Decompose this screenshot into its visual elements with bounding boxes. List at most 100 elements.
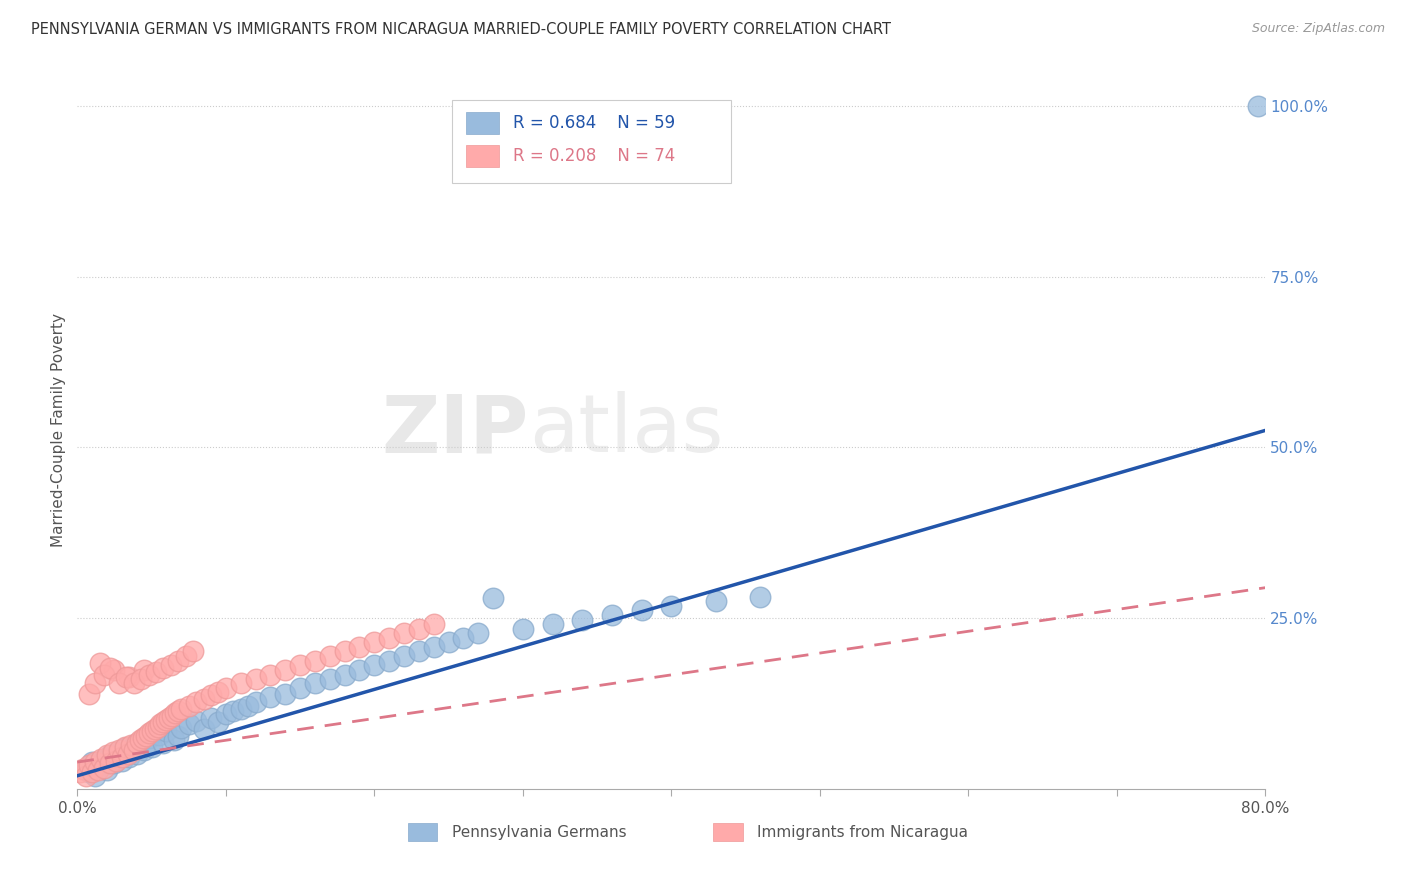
Point xyxy=(245,672,267,686)
Point xyxy=(167,704,190,718)
Point xyxy=(134,663,156,677)
Point xyxy=(155,713,177,727)
Point xyxy=(125,747,148,761)
FancyBboxPatch shape xyxy=(408,823,437,841)
Point xyxy=(103,756,125,771)
Point xyxy=(704,594,727,608)
Point xyxy=(114,739,136,754)
Point xyxy=(304,676,326,690)
Point xyxy=(200,710,222,724)
Point xyxy=(215,707,238,722)
Point xyxy=(84,769,107,783)
Point xyxy=(408,622,430,636)
Point xyxy=(236,698,259,713)
Point xyxy=(115,669,138,683)
Point xyxy=(111,749,134,764)
Point xyxy=(363,657,385,672)
Point xyxy=(145,665,167,679)
Point xyxy=(141,724,163,739)
Point xyxy=(108,745,131,759)
Point xyxy=(453,631,475,645)
Point xyxy=(304,654,326,668)
Point xyxy=(193,723,215,737)
Point xyxy=(98,756,121,771)
Point xyxy=(155,724,177,739)
Point xyxy=(104,754,127,768)
Point xyxy=(245,695,267,709)
Point xyxy=(122,676,145,690)
Point xyxy=(423,640,446,655)
Point xyxy=(89,758,111,772)
Point xyxy=(437,635,460,649)
Point xyxy=(167,729,190,743)
Point xyxy=(349,663,371,677)
Point xyxy=(128,733,150,747)
Text: Pennsylvania Germans: Pennsylvania Germans xyxy=(451,825,626,840)
Point xyxy=(93,760,115,774)
Point xyxy=(186,714,208,728)
Point xyxy=(749,590,772,604)
Point xyxy=(167,654,190,668)
Point xyxy=(333,644,356,658)
Point xyxy=(93,667,115,681)
Point xyxy=(89,656,111,670)
Point xyxy=(163,733,186,747)
Point xyxy=(98,748,121,763)
Point xyxy=(69,765,91,780)
Point xyxy=(157,710,180,724)
Point xyxy=(319,649,342,664)
Point xyxy=(363,635,385,649)
Point xyxy=(148,728,170,742)
Text: Source: ZipAtlas.com: Source: ZipAtlas.com xyxy=(1251,22,1385,36)
Point xyxy=(90,751,112,765)
Point xyxy=(114,741,136,756)
Point xyxy=(1247,98,1270,112)
Point xyxy=(128,734,150,748)
Point xyxy=(96,764,118,778)
Point xyxy=(467,626,489,640)
Point xyxy=(146,719,169,733)
Point xyxy=(84,755,107,769)
Point xyxy=(288,681,311,696)
Y-axis label: Married-Couple Family Poverty: Married-Couple Family Poverty xyxy=(51,313,66,548)
Point xyxy=(138,667,160,681)
Point xyxy=(75,769,97,783)
Point xyxy=(229,702,252,716)
Point xyxy=(98,661,121,675)
Text: R = 0.684    N = 59: R = 0.684 N = 59 xyxy=(513,114,675,132)
Point xyxy=(160,657,183,672)
Point xyxy=(207,685,229,699)
Point xyxy=(165,706,187,720)
Point xyxy=(162,708,184,723)
Text: ZIP: ZIP xyxy=(381,392,529,469)
Point xyxy=(378,654,401,668)
Point xyxy=(378,631,401,645)
Point xyxy=(96,748,118,763)
Point xyxy=(152,736,174,750)
Point xyxy=(120,738,142,752)
Point xyxy=(392,649,415,664)
Point xyxy=(73,762,96,776)
Point xyxy=(177,698,200,713)
Point xyxy=(93,751,115,765)
Point xyxy=(125,736,148,750)
Point xyxy=(333,667,356,681)
Point xyxy=(103,663,125,677)
Point xyxy=(274,687,297,701)
Point xyxy=(84,676,107,690)
Point xyxy=(108,743,131,757)
Point xyxy=(200,688,222,702)
Point xyxy=(207,715,229,730)
Point xyxy=(152,715,174,730)
Point xyxy=(131,731,153,746)
Point xyxy=(259,667,281,681)
Point xyxy=(143,723,166,737)
Point xyxy=(170,721,193,735)
Point xyxy=(600,608,623,623)
Point xyxy=(482,591,505,605)
FancyBboxPatch shape xyxy=(465,112,499,134)
Point xyxy=(319,672,342,686)
Point xyxy=(423,616,446,631)
Point xyxy=(141,739,163,754)
Point xyxy=(541,616,564,631)
